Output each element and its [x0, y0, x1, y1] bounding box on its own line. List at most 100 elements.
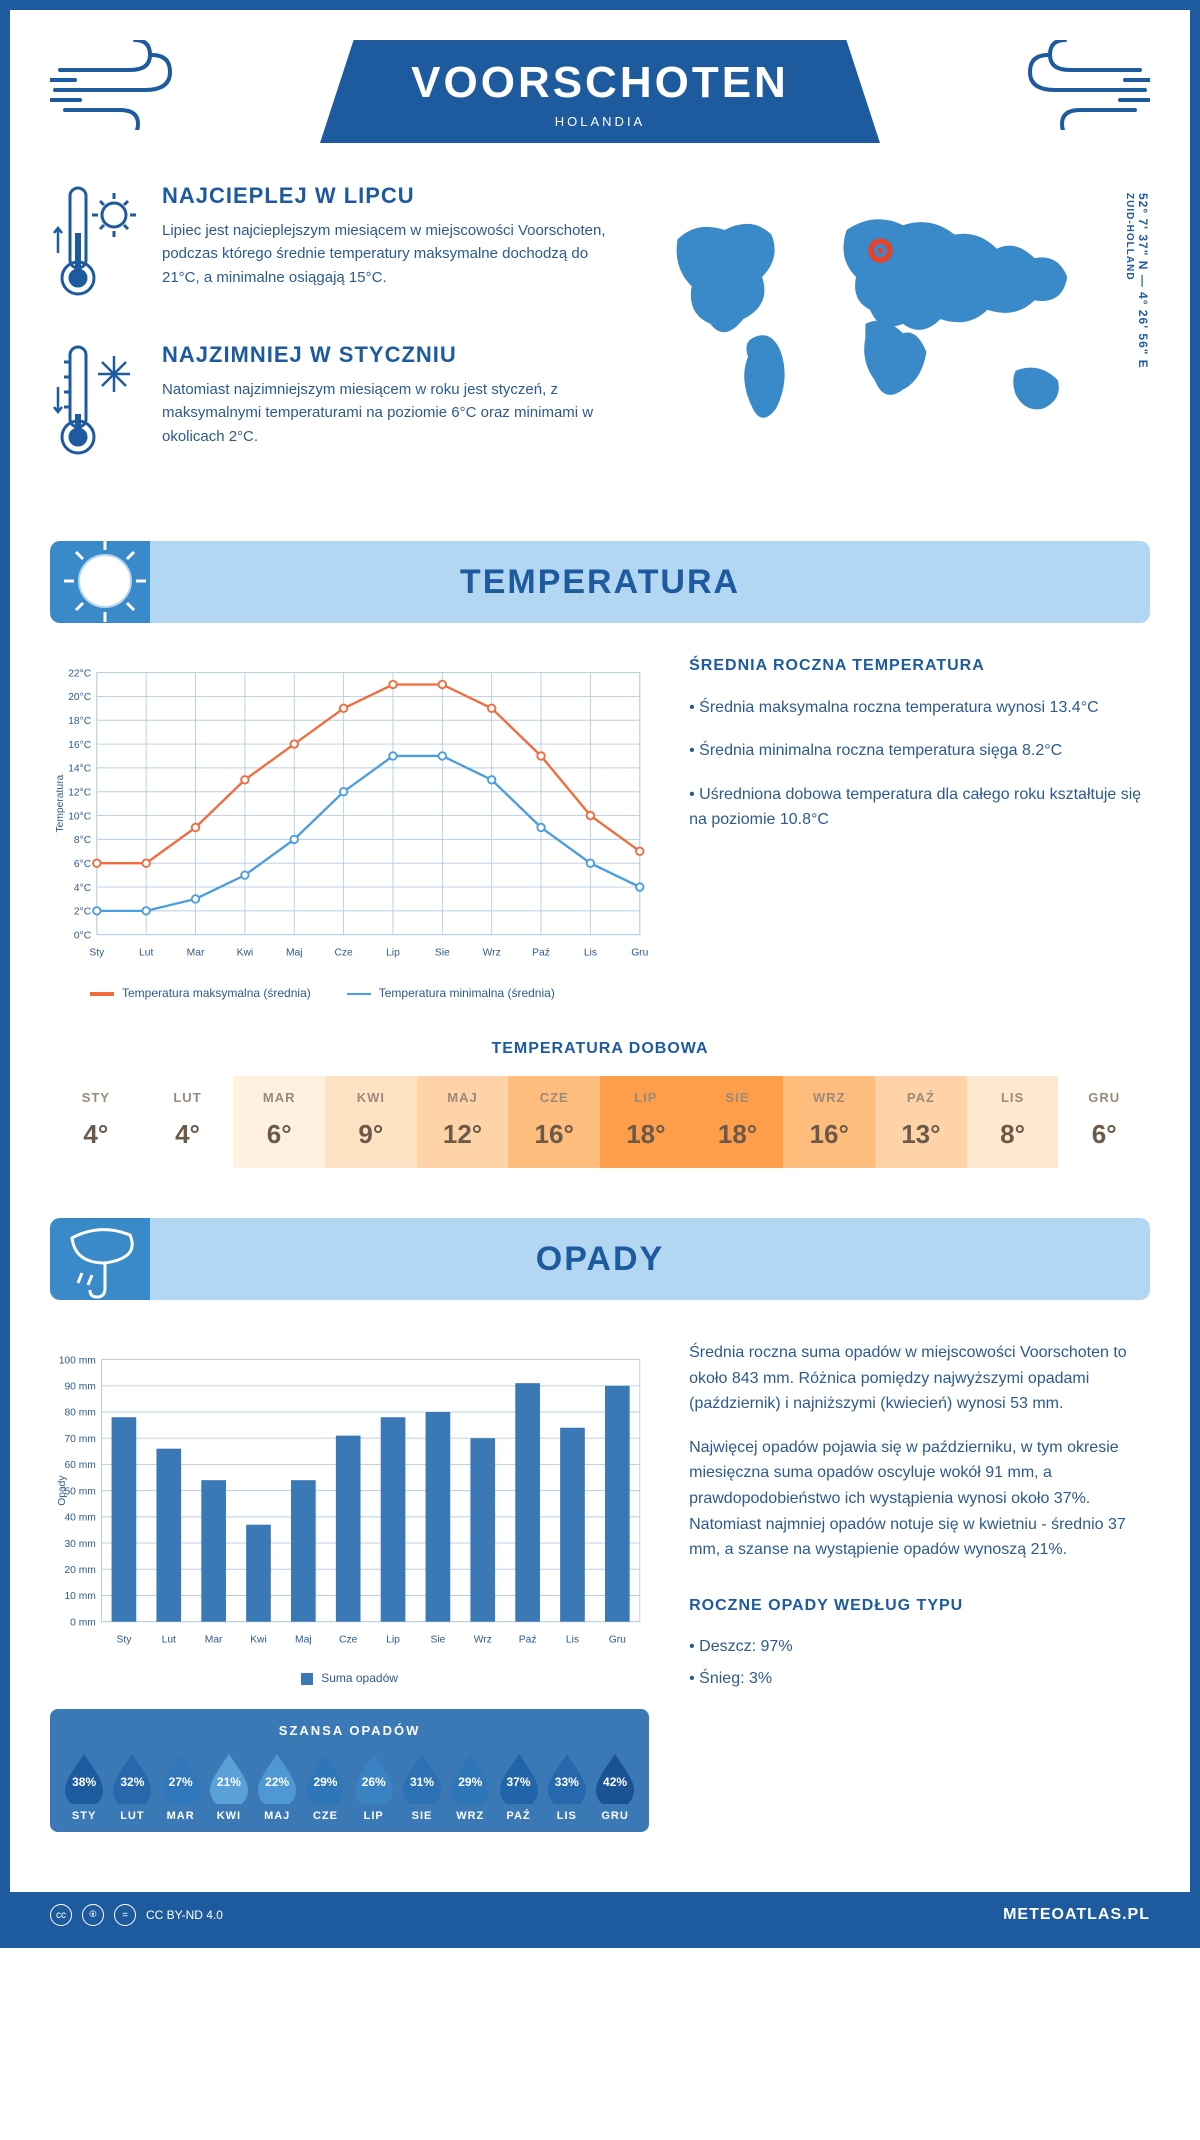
precipitation-title: OPADY — [50, 1240, 1150, 1279]
precipitation-text: Średnia roczna suma opadów w miejscowośc… — [689, 1340, 1150, 1832]
svg-text:16°C: 16°C — [68, 740, 92, 751]
hottest-fact: NAJCIEPLEJ W LIPCU Lipiec jest najcieple… — [50, 183, 610, 308]
chance-drop: 21%KWI — [205, 1752, 253, 1822]
svg-text:Paź: Paź — [532, 947, 550, 958]
legend-min: Temperatura minimalna (średnia) — [347, 986, 555, 1000]
svg-text:22°C: 22°C — [68, 668, 92, 679]
precipitation-body: 0 mm10 mm20 mm30 mm40 mm50 mm60 mm70 mm8… — [10, 1330, 1190, 1862]
svg-text:0 mm: 0 mm — [70, 1617, 96, 1628]
heat-cell: WRZ16° — [783, 1076, 875, 1168]
svg-text:60 mm: 60 mm — [64, 1460, 95, 1471]
thermometer-hot-icon — [50, 183, 140, 308]
svg-text:Sty: Sty — [89, 947, 105, 958]
legend-max: Temperatura maksymalna (średnia) — [90, 986, 311, 1000]
svg-text:20°C: 20°C — [68, 692, 92, 703]
annual-bullet-3: • Uśredniona dobowa temperatura dla całe… — [689, 782, 1150, 833]
svg-text:40 mm: 40 mm — [64, 1513, 95, 1524]
svg-text:Sie: Sie — [430, 1634, 445, 1645]
chance-drop: 27%MAR — [157, 1752, 205, 1822]
svg-text:Lis: Lis — [584, 947, 597, 958]
heat-cell: GRU6° — [1058, 1076, 1150, 1168]
heat-cell: PAŹ13° — [875, 1076, 967, 1168]
svg-text:Cze: Cze — [334, 947, 353, 958]
chance-drop: 26%LIP — [350, 1752, 398, 1822]
daily-temp-title: TEMPERATURA DOBOWA — [10, 1040, 1190, 1058]
svg-text:Lip: Lip — [386, 947, 400, 958]
precipitation-chance-box: SZANSA OPADÓW 38%STY32%LUT27%MAR21%KWI22… — [50, 1709, 649, 1832]
chance-title: SZANSA OPADÓW — [60, 1723, 639, 1738]
chance-drop: 33%LIS — [543, 1752, 591, 1822]
sun-icon — [60, 536, 150, 626]
precipitation-legend: Suma opadów — [50, 1671, 649, 1685]
svg-text:70 mm: 70 mm — [64, 1434, 95, 1445]
svg-text:10 mm: 10 mm — [64, 1591, 95, 1602]
region-text: ZUID-HOLLAND — [1124, 193, 1135, 281]
intro-section: NAJCIEPLEJ W LIPCU Lipiec jest najcieple… — [10, 163, 1190, 541]
thermometer-cold-icon — [50, 342, 140, 467]
svg-text:6°C: 6°C — [74, 859, 92, 870]
heat-cell: LIS8° — [967, 1076, 1059, 1168]
title-banner: VOORSCHOTEN HOLANDIA — [320, 40, 880, 143]
infographic-frame: VOORSCHOTEN HOLANDIA — [0, 0, 1200, 1948]
world-map — [640, 183, 1110, 451]
coords-text: 52° 7' 37" N — 4° 26' 56" E — [1136, 193, 1150, 369]
svg-text:Maj: Maj — [295, 1634, 312, 1645]
coldest-fact: NAJZIMNIEJ W STYCZNIU Natomiast najzimni… — [50, 342, 610, 467]
svg-text:14°C: 14°C — [68, 764, 92, 775]
temperature-chart-col: 0°C2°C4°C6°C8°C10°C12°C14°C16°C18°C20°C2… — [50, 653, 649, 1000]
hottest-title: NAJCIEPLEJ W LIPCU — [162, 183, 610, 209]
temperature-text: ŚREDNIA ROCZNA TEMPERATURA • Średnia mak… — [689, 653, 1150, 1000]
by-icon: 🅯 — [82, 1904, 104, 1926]
country-name: HOLANDIA — [400, 114, 800, 129]
svg-text:Paź: Paź — [519, 1634, 537, 1645]
svg-text:Mar: Mar — [205, 1634, 223, 1645]
heat-cell: SIE18° — [692, 1076, 784, 1168]
header: VOORSCHOTEN HOLANDIA — [10, 10, 1190, 163]
annual-heading: ŚREDNIA ROCZNA TEMPERATURA — [689, 653, 1150, 679]
temperature-title: TEMPERATURA — [50, 563, 1150, 602]
precipitation-chart-col: 0 mm10 mm20 mm30 mm40 mm50 mm60 mm70 mm8… — [50, 1340, 649, 1832]
heat-cell: MAJ12° — [417, 1076, 509, 1168]
footer: cc 🅯 = CC BY-ND 4.0 METEOATLAS.PL — [10, 1892, 1190, 1938]
heat-cell: MAR6° — [233, 1076, 325, 1168]
heat-cell: KWI9° — [325, 1076, 417, 1168]
svg-text:Wrz: Wrz — [474, 1634, 492, 1645]
chance-drop: 29%WRZ — [446, 1752, 494, 1822]
city-name: VOORSCHOTEN — [400, 58, 800, 108]
by-type-rain: • Deszcz: 97% — [689, 1634, 1150, 1660]
svg-text:4°C: 4°C — [74, 883, 92, 894]
svg-text:Cze: Cze — [339, 1634, 358, 1645]
heat-cell: LUT4° — [142, 1076, 234, 1168]
svg-text:Lut: Lut — [162, 1634, 176, 1645]
svg-text:Mar: Mar — [187, 947, 205, 958]
coordinates: 52° 7' 37" N — 4° 26' 56" E ZUID-HOLLAND — [1122, 183, 1150, 369]
svg-text:Sie: Sie — [435, 947, 450, 958]
location-map-wrap: 52° 7' 37" N — 4° 26' 56" E ZUID-HOLLAND — [640, 183, 1150, 501]
svg-text:12°C: 12°C — [68, 787, 92, 798]
temperature-body: 0°C2°C4°C6°C8°C10°C12°C14°C16°C18°C20°C2… — [10, 653, 1190, 1030]
hottest-text: Lipiec jest najcieplejszym miesiącem w m… — [162, 219, 610, 289]
svg-text:90 mm: 90 mm — [64, 1382, 95, 1393]
annual-bullet-1: • Średnia maksymalna roczna temperatura … — [689, 695, 1150, 721]
annual-bullet-2: • Średnia minimalna roczna temperatura s… — [689, 738, 1150, 764]
svg-text:50 mm: 50 mm — [64, 1486, 95, 1497]
nd-icon: = — [114, 1904, 136, 1926]
svg-text:80 mm: 80 mm — [64, 1408, 95, 1419]
svg-text:30 mm: 30 mm — [64, 1539, 95, 1550]
umbrella-icon — [60, 1213, 150, 1303]
chance-drop: 22%MAJ — [253, 1752, 301, 1822]
footer-site: METEOATLAS.PL — [1003, 1906, 1150, 1924]
heat-cell: STY4° — [50, 1076, 142, 1168]
svg-text:Gru: Gru — [631, 947, 648, 958]
svg-text:10°C: 10°C — [68, 811, 92, 822]
coldest-text: Natomiast najzimniejszym miesiącem w rok… — [162, 378, 610, 448]
svg-text:100 mm: 100 mm — [59, 1355, 96, 1366]
svg-text:Lis: Lis — [566, 1634, 579, 1645]
precip-para-2: Najwięcej opadów pojawia się w październ… — [689, 1435, 1150, 1563]
svg-text:18°C: 18°C — [68, 716, 92, 727]
temperature-line-chart: 0°C2°C4°C6°C8°C10°C12°C14°C16°C18°C20°C2… — [50, 653, 649, 973]
coldest-title: NAJZIMNIEJ W STYCZNIU — [162, 342, 610, 368]
chance-drop: 38%STY — [60, 1752, 108, 1822]
svg-text:Temperatura: Temperatura — [55, 775, 66, 833]
svg-text:Gru: Gru — [609, 1634, 626, 1645]
